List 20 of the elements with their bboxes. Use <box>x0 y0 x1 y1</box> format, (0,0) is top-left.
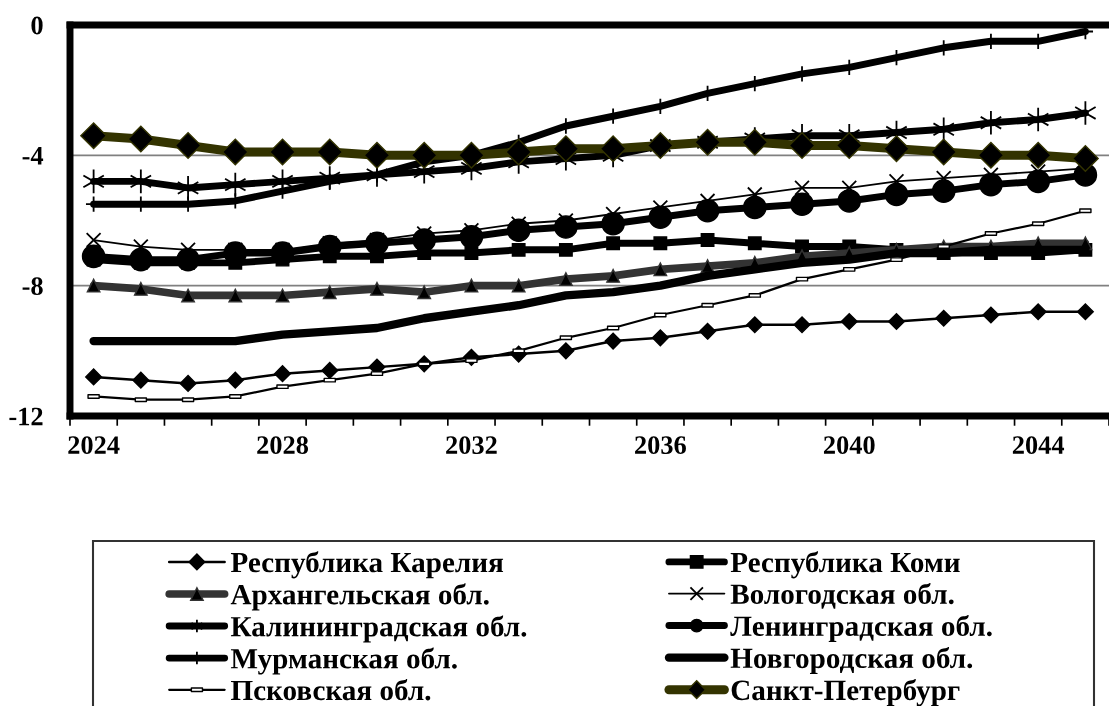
x-tick-label: 2028 <box>257 436 309 455</box>
y-tick-label: -8 <box>22 277 43 296</box>
legend-label: Мурманская обл. <box>230 647 457 675</box>
x-tick-label: 2032 <box>446 436 497 455</box>
legend-label: Республика Карелия <box>230 551 504 579</box>
legend-label: Санкт-Петербург <box>731 679 960 706</box>
legend-label: Новгородская обл. <box>730 646 973 675</box>
legend-label: Ленинградская обл. <box>730 614 992 643</box>
x-tick-label: 2024 <box>68 436 120 455</box>
x-tick-label: 2044 <box>1012 436 1065 455</box>
legend-label: Республика Коми <box>730 551 960 579</box>
legend-label: Вологодская обл. <box>730 582 954 609</box>
x-tick-label: 2036 <box>635 436 686 455</box>
legend-label: Калининградская обл. <box>230 615 527 643</box>
legend-label: Псковская обл. <box>231 679 431 701</box>
y-tick-label: -12 <box>9 407 43 426</box>
x-tick-label: 2040 <box>823 436 875 455</box>
y-tick-label: 0 <box>31 16 43 35</box>
y-tick-label: -4 <box>22 147 44 165</box>
legend-label: Архангельская обл. <box>230 583 489 611</box>
